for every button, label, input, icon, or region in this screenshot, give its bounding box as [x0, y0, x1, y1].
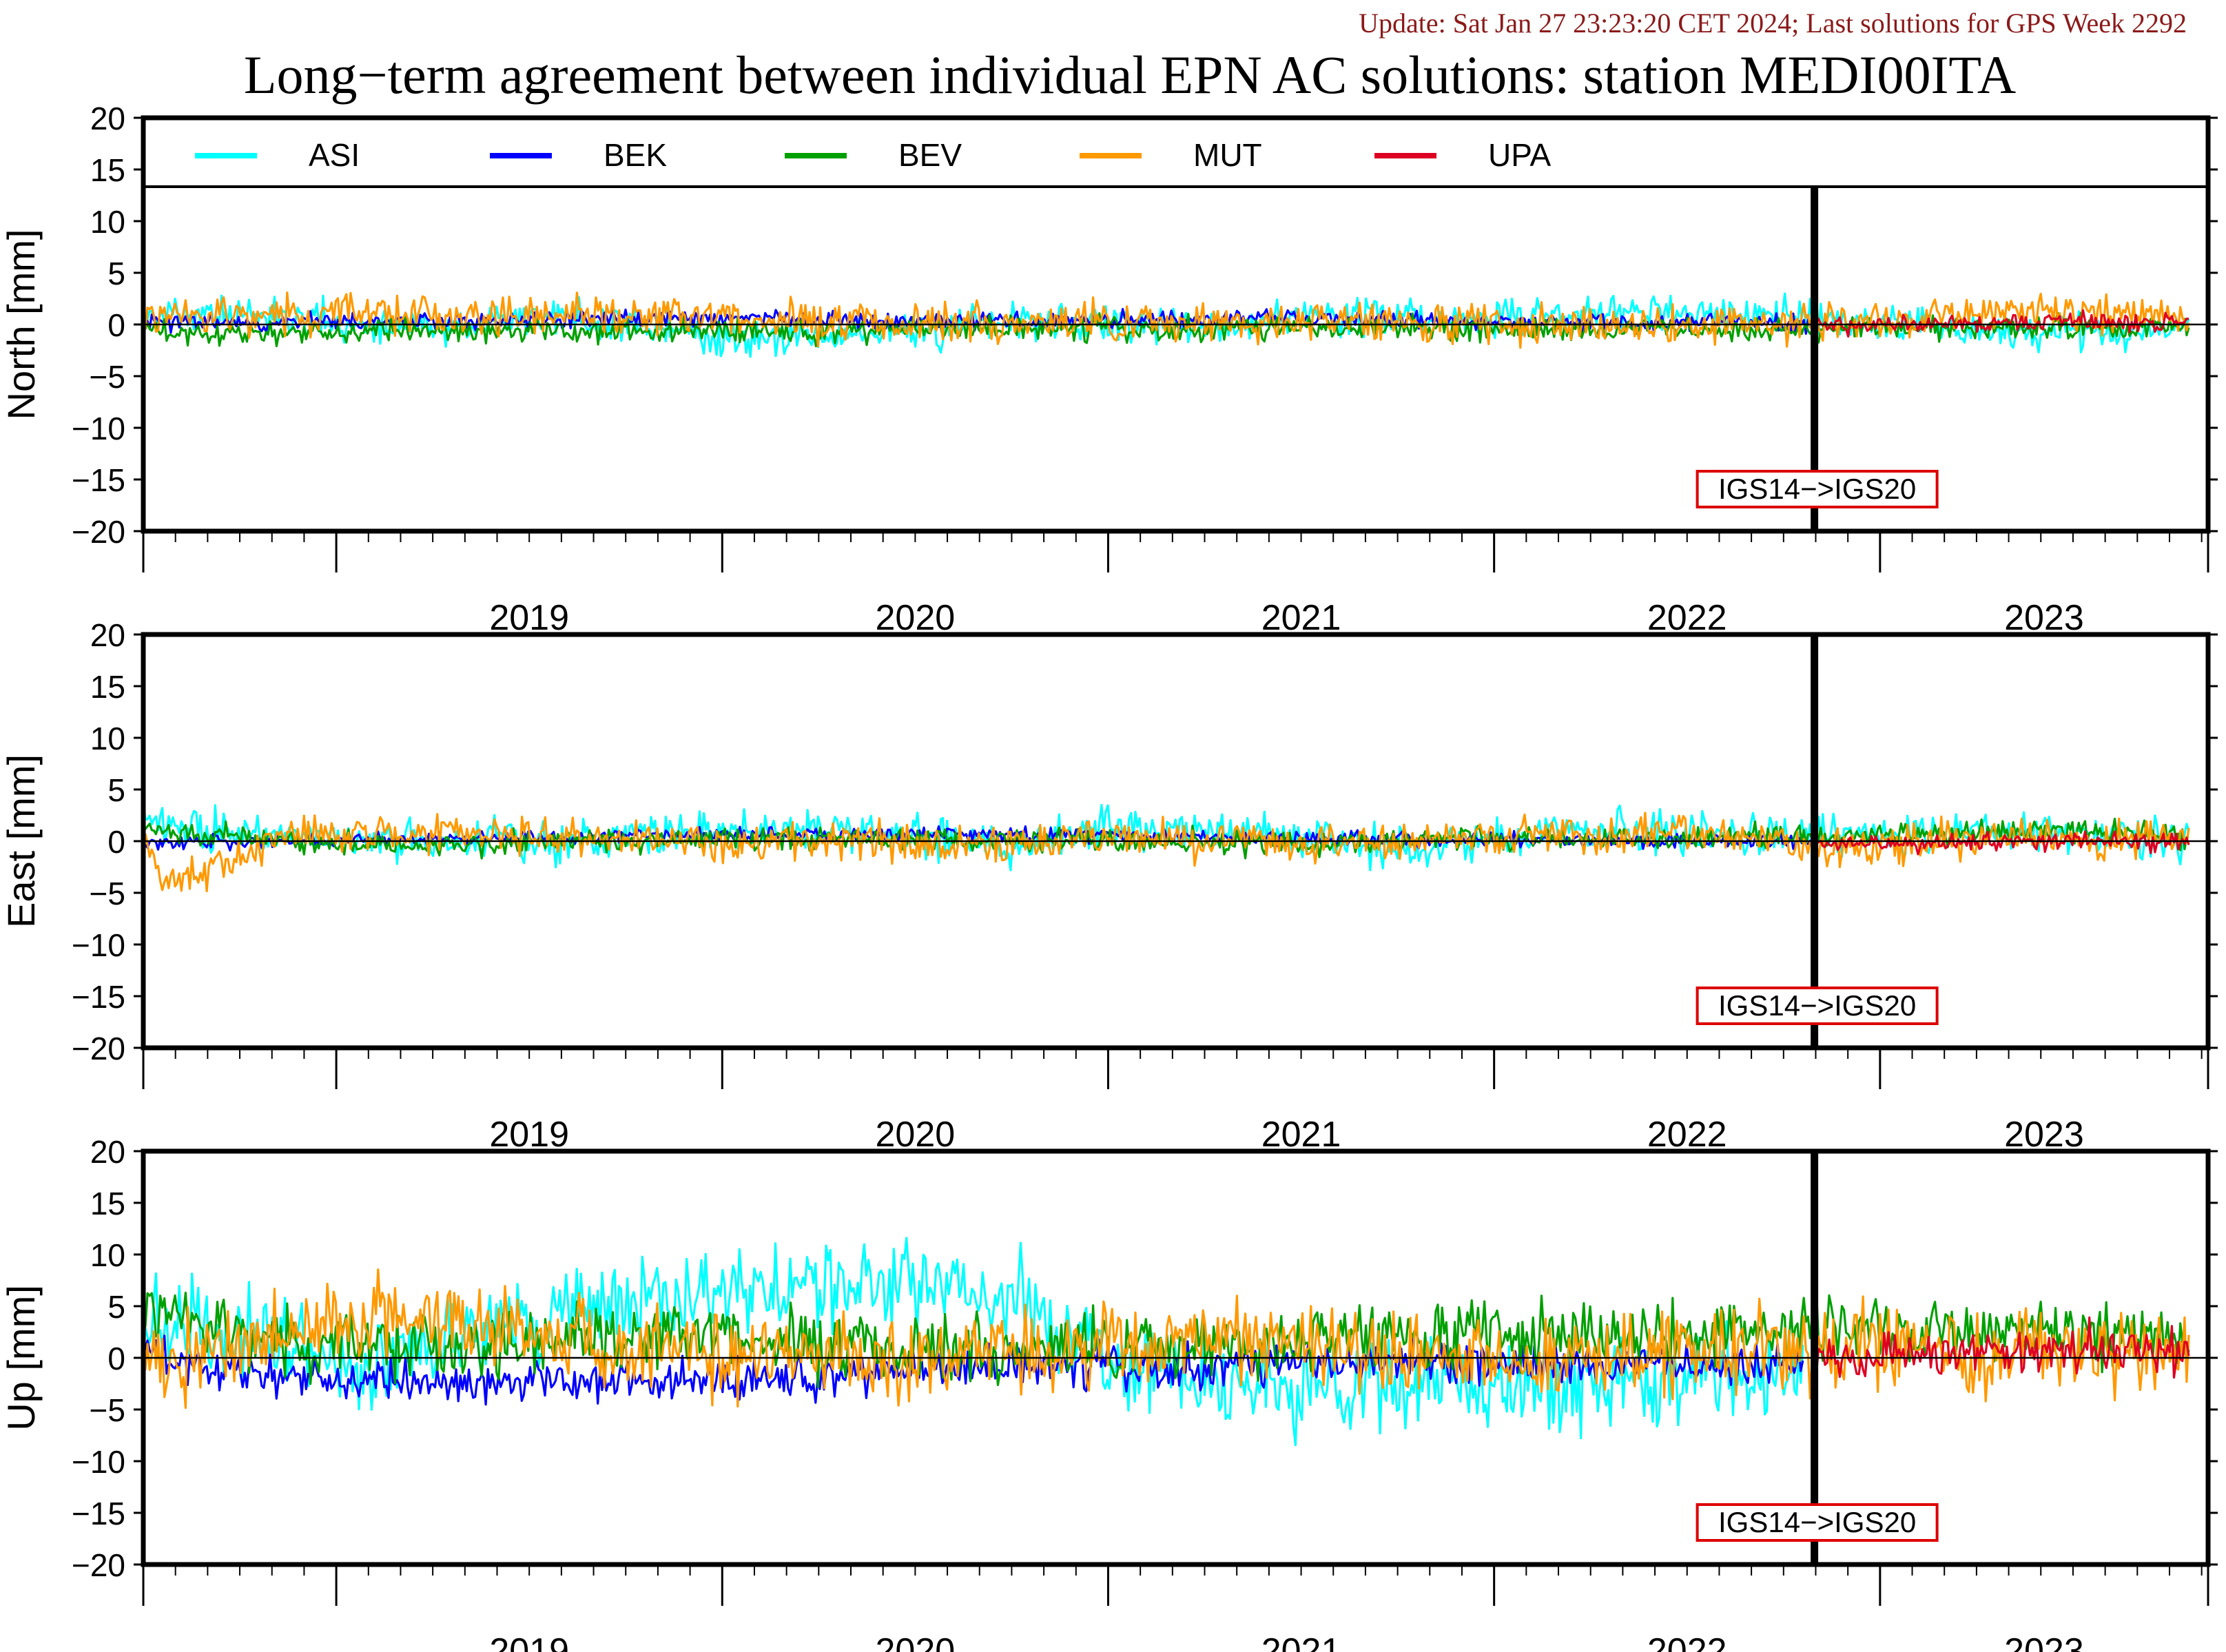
x-tick-label: 2021 [1261, 1631, 1341, 1652]
panel-up: IGS14−>IGS20 20 15 10 5 0 −5 −10 −15 −20 Up [mm] 20… [0, 1134, 2218, 1652]
x-tick-label: 2020 [876, 598, 956, 638]
y-tick-label: −10 [72, 927, 125, 963]
frame-change-label: IGS14−>IGS20 [1718, 473, 1916, 505]
update-text: Update: Sat Jan 27 23:23:20 CET 2024; La… [1359, 8, 2187, 39]
panels: IGS14−>IGS20 ASI BEK BEV MUT UPA 20 15 10 5 0 −5 −10… [0, 101, 2218, 1652]
x-tick-label: 2022 [1647, 1631, 1727, 1652]
frame-change-label: IGS14−>IGS20 [1718, 1506, 1916, 1538]
y-tick-label: 5 [107, 772, 125, 808]
frame-change-label: IGS14−>IGS20 [1718, 989, 1916, 1022]
frame-change-box [1696, 470, 1939, 508]
y-axis-label: Up [mm] [0, 1285, 43, 1431]
legend-label-mut: MUT [1193, 137, 1262, 173]
y-tick-label: 15 [90, 152, 125, 188]
y-tick-label: 15 [90, 1186, 125, 1221]
legend-label-asi: ASI [309, 137, 360, 173]
x-tick-label: 2019 [489, 1631, 569, 1652]
y-axis-label: North [mm] [0, 229, 43, 420]
y-tick-label: −5 [90, 876, 125, 911]
legend-background [143, 118, 2208, 187]
x-tick-label: 2021 [1261, 598, 1341, 638]
y-tick-label: 15 [90, 669, 125, 705]
series-line-upa [1813, 1316, 2190, 1379]
panel-north: IGS14−>IGS20 ASI BEK BEV MUT UPA 20 15 10 5 0 −5 −10… [0, 101, 2218, 638]
x-tick-label: 2019 [489, 1115, 569, 1155]
y-tick-label: 20 [90, 1134, 125, 1170]
y-tick-label: −5 [90, 1392, 125, 1428]
y-axis-label: East [mm] [0, 754, 43, 928]
chart-title: Long−term agreement between individual E… [244, 45, 2016, 105]
y-tick-label: 5 [107, 1289, 125, 1325]
y-tick-label: −15 [72, 979, 125, 1015]
series-group [143, 1237, 2190, 1447]
series-group [143, 801, 2190, 893]
frame-change-box [1696, 1503, 1939, 1542]
y-tick-label: 5 [107, 256, 125, 291]
x-tick-label: 2019 [489, 598, 569, 638]
y-tick-label: −15 [72, 462, 125, 498]
y-tick-label: −20 [72, 1031, 125, 1066]
x-tick-label: 2023 [2004, 1115, 2084, 1155]
frame-change-box [1696, 987, 1939, 1025]
series-line-upa [1813, 830, 2190, 856]
x-tick-label: 2020 [876, 1115, 956, 1155]
y-tick-label: 0 [107, 1341, 125, 1376]
legend-label-bev: BEV [898, 137, 962, 173]
x-tick-label: 2022 [1647, 1115, 1727, 1155]
y-tick-label: 10 [90, 721, 125, 756]
y-tick-label: −5 [90, 359, 125, 395]
y-tick-label: 0 [107, 307, 125, 343]
legend-label-upa: UPA [1488, 137, 1551, 173]
y-tick-label: −10 [72, 411, 125, 446]
y-tick-label: 20 [90, 617, 125, 653]
panel-east: IGS14−>IGS20 20 15 10 5 0 −5 −10 −15 −20 East [mm]… [0, 617, 2218, 1155]
x-tick-label: 2021 [1261, 1115, 1341, 1155]
x-tick-label: 2022 [1647, 598, 1727, 638]
y-tick-label: 10 [90, 204, 125, 240]
x-tick-label: 2023 [2004, 598, 2084, 638]
x-tick-label: 2023 [2004, 1631, 2084, 1652]
y-tick-label: 0 [107, 824, 125, 860]
y-tick-label: −20 [72, 1547, 125, 1583]
y-tick-label: −10 [72, 1444, 125, 1480]
y-tick-label: −15 [72, 1496, 125, 1531]
y-tick-label: 10 [90, 1237, 125, 1273]
legend-label-bek: BEK [604, 137, 667, 173]
x-tick-label: 2020 [876, 1631, 956, 1652]
y-tick-label: −20 [72, 514, 125, 550]
y-tick-label: 20 [90, 101, 125, 136]
